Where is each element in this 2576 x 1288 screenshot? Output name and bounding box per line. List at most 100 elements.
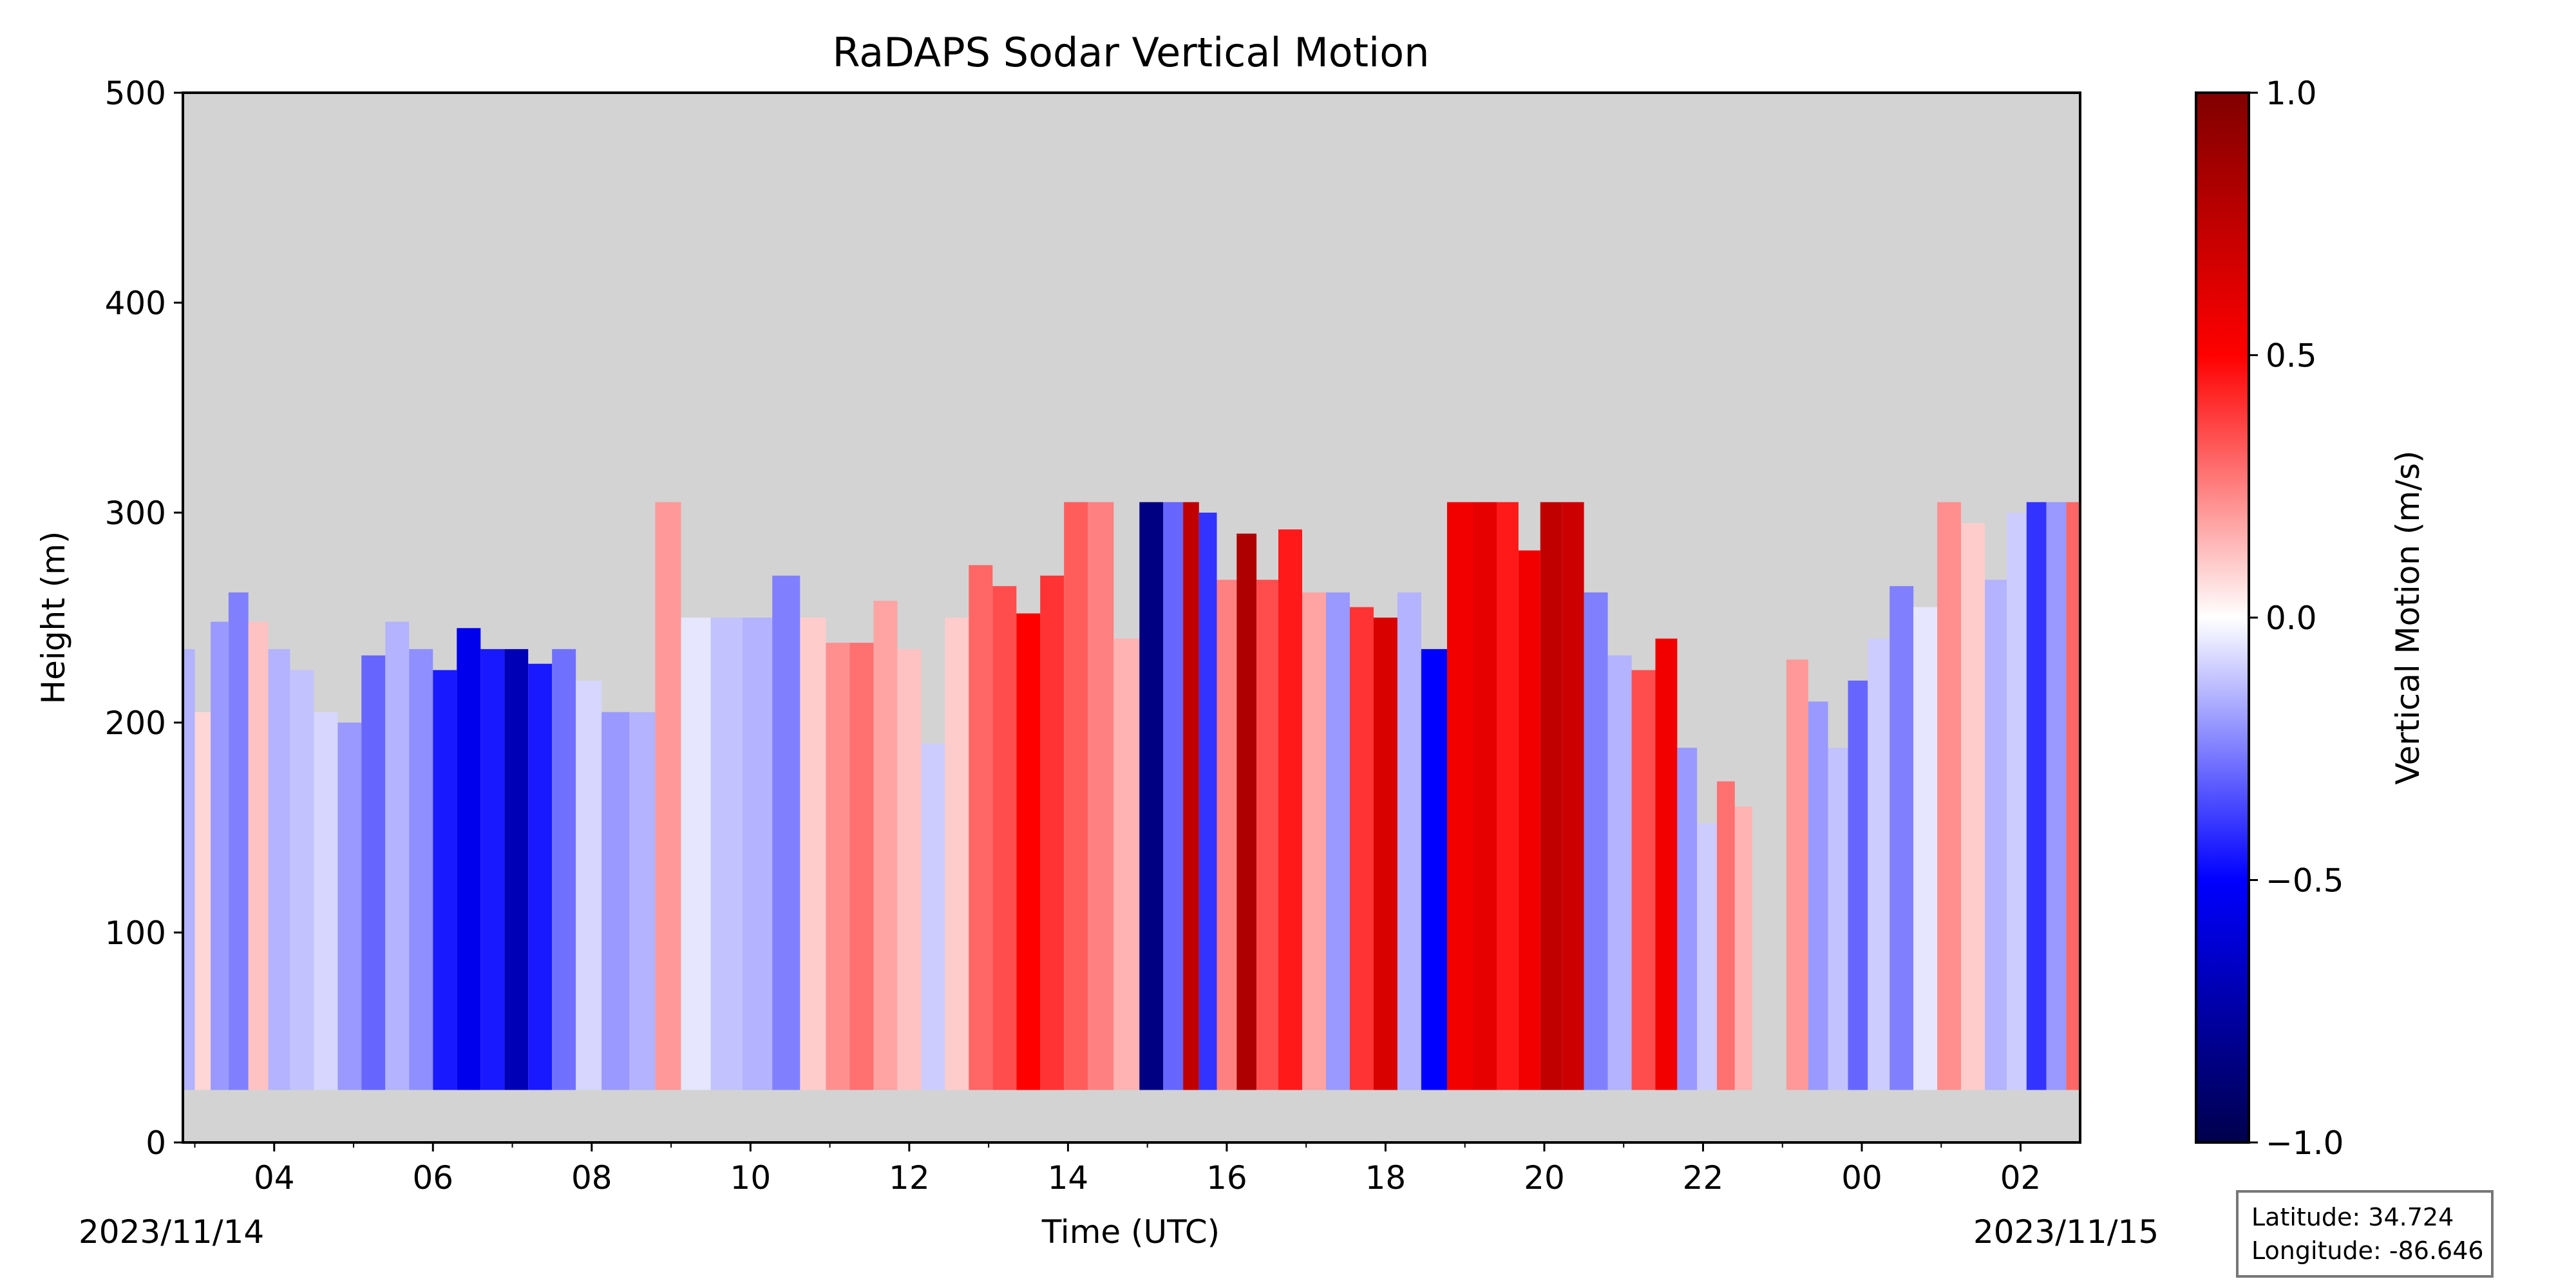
data-column [457, 628, 481, 1090]
colorbar-tick-label: 1.0 [2266, 75, 2317, 112]
data-column [1808, 701, 1828, 1090]
y-tick-label: 100 [105, 914, 166, 952]
data-column [826, 643, 850, 1090]
data-column [433, 670, 457, 1090]
data-column [1540, 502, 1562, 1090]
data-column [1016, 613, 1041, 1090]
data-column [945, 618, 969, 1090]
x-tick-label: 12 [889, 1159, 930, 1197]
data-column [504, 649, 529, 1090]
data-column [1183, 502, 1199, 1090]
data-column [2026, 502, 2047, 1090]
x-tick-label: 08 [571, 1159, 612, 1197]
data-column [528, 663, 553, 1090]
data-column [897, 649, 922, 1090]
data-column [1631, 670, 1656, 1090]
data-column [1607, 655, 1632, 1090]
x-tick-label: 16 [1206, 1159, 1247, 1197]
data-column [629, 712, 656, 1090]
colorbar-label: Vertical Motion (m/s) [2389, 450, 2427, 784]
data-column [1088, 502, 1114, 1090]
chart-title: RaDAPS Sodar Vertical Motion [832, 29, 1429, 76]
longitude-text: Longitude: -86.646 [2251, 1236, 2484, 1265]
data-column [1236, 533, 1257, 1090]
data-column [576, 680, 602, 1090]
y-tick-label: 500 [105, 75, 166, 112]
data-column [1677, 748, 1698, 1090]
data-column [409, 649, 433, 1090]
x-tick-label: 06 [412, 1159, 453, 1197]
data-column [228, 592, 249, 1090]
data-column [290, 670, 314, 1090]
data-column [1889, 586, 1914, 1090]
data-column [385, 621, 410, 1090]
data-column [552, 649, 576, 1090]
data-column [1937, 502, 1962, 1090]
data-column [1139, 502, 1164, 1090]
data-column [1374, 618, 1397, 1090]
data-column [1584, 592, 1608, 1090]
data-column [1198, 513, 1217, 1090]
colorbar-tick-label: 0.5 [2266, 337, 2317, 375]
data-column [681, 618, 711, 1090]
data-column [1113, 638, 1140, 1090]
data-column [1828, 748, 1848, 1090]
data-column [1786, 659, 1808, 1090]
x-axis-ticks: 04 06 08 10 12 14 16 18 20 22 00 02 [194, 1142, 2041, 1197]
x-tick-label: 00 [1841, 1159, 1882, 1197]
colorbar-tick-label: −0.5 [2266, 862, 2344, 900]
data-column [969, 565, 993, 1090]
data-column [268, 649, 290, 1090]
data-column [1447, 502, 1473, 1090]
data-column [1326, 592, 1350, 1090]
x-tick-label: 10 [730, 1159, 772, 1197]
y-axis-ticks: 0 100 200 300 400 500 [105, 75, 183, 1162]
x-tick-label: 04 [254, 1159, 295, 1197]
x-axis-label: Time (UTC) [1041, 1213, 1220, 1251]
colorbar-ticks: 1.0 0.5 0.0 −0.5 −1.0 [2249, 75, 2344, 1162]
data-column [1064, 502, 1088, 1090]
data-column [1217, 580, 1237, 1090]
data-column [743, 618, 773, 1090]
data-column [1278, 529, 1302, 1090]
vertical-motion-columns [183, 502, 2080, 1090]
data-column [1655, 638, 1678, 1090]
x-tick-label: 14 [1048, 1159, 1089, 1197]
data-column [992, 586, 1017, 1090]
data-column [1040, 575, 1065, 1090]
data-column [248, 621, 269, 1090]
colorbar-tick-label: 0.0 [2266, 600, 2317, 637]
end-date-label: 2023/11/15 [1973, 1213, 2159, 1251]
data-column [1302, 592, 1326, 1090]
data-column [710, 618, 743, 1090]
y-axis-label: Height (m) [35, 531, 72, 705]
data-column [849, 643, 874, 1090]
y-tick-label: 200 [105, 705, 166, 742]
plot-frame [182, 91, 2081, 1144]
data-column [314, 712, 338, 1090]
data-column [1256, 580, 1278, 1090]
location-info-box: Latitude: 34.724 Longitude: -86.646 [2236, 1190, 2494, 1278]
data-column [361, 655, 386, 1090]
data-column [601, 712, 630, 1090]
y-tick-label: 300 [105, 495, 166, 532]
data-column [1913, 607, 1938, 1090]
data-column [211, 621, 229, 1090]
x-tick-label: 20 [1524, 1159, 1565, 1197]
data-column [1350, 607, 1374, 1090]
data-column [1163, 502, 1184, 1090]
colorbar-tick-label: −1.0 [2266, 1124, 2344, 1162]
data-column [183, 649, 195, 1090]
data-column [1497, 502, 1519, 1090]
data-column [800, 618, 826, 1090]
y-tick-label: 400 [105, 285, 166, 322]
data-column [1697, 823, 1718, 1090]
data-column [772, 575, 800, 1090]
data-column [1473, 502, 1497, 1090]
data-column [1518, 550, 1540, 1090]
data-column [655, 502, 681, 1090]
data-column [1421, 649, 1447, 1090]
data-column [1397, 592, 1421, 1090]
x-tick-label: 18 [1365, 1159, 1406, 1197]
start-date-label: 2023/11/14 [79, 1213, 264, 1251]
